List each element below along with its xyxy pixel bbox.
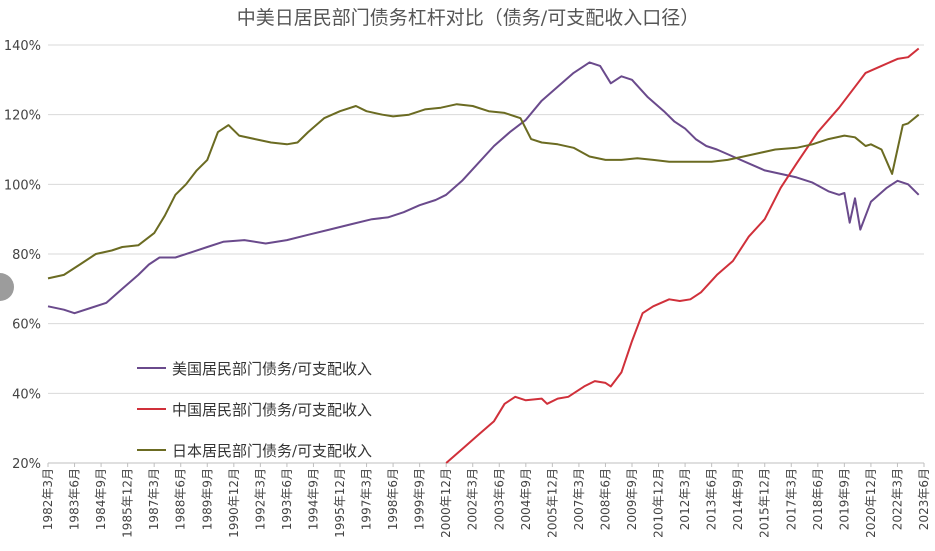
x-tick-label: 2005年12月 [545,468,559,538]
x-tick-label: 1983年6月 [68,468,82,530]
y-tick-label: 20% [12,457,41,472]
x-tick-label: 2019年9月 [837,468,851,530]
x-tick-label: 1985年12月 [121,468,135,538]
x-tick-label: 2007年3月 [572,468,586,530]
x-tick-label: 1987年3月 [147,468,161,530]
y-tick-label: 60% [12,318,41,333]
x-tick-label: 2009年9月 [625,468,639,530]
legend-label-1: 美国居民部门债务/可支配收入 [172,360,372,378]
x-tick-label: 2014年9月 [731,468,745,530]
x-tick-label: 2002年3月 [466,468,480,530]
legend-label-3: 日本居民部门债务/可支配收入 [172,442,372,460]
x-tick-label: 2012年3月 [678,468,692,530]
x-tick-label: 2008年6月 [598,468,612,530]
x-tick-label: 2013年6月 [705,468,719,530]
series-lines [47,47,920,464]
y-tick-labels: 20% 40% 60% 80% 100% 120% 140% [4,39,41,472]
x-tick-label: 1982年3月 [41,468,55,530]
y-tick-label: 80% [12,248,41,263]
chart-title: 中美日居民部门债务杠杆对比（债务/可支配收入口径） [237,7,699,29]
side-scroll-handle[interactable] [0,273,14,301]
x-tick-label: 2020年12月 [864,468,878,538]
x-tick-label: 2018年6月 [811,468,825,530]
series-line-3 [47,103,920,280]
x-tick-label: 1988年6月 [174,468,188,530]
x-tick-label: 1992年3月 [253,468,267,530]
y-tick-label: 100% [4,178,41,193]
x-tick-label: 1984年9月 [94,468,108,530]
x-tick-label: 2010年12月 [652,468,666,538]
x-tick-label: 2015年12月 [758,468,772,538]
x-tick-label: 1994年9月 [306,468,320,530]
y-tick-label: 40% [12,387,41,402]
series-line-1 [47,61,920,315]
x-tick-label: 1989年9月 [200,468,214,530]
x-tick-label: 1999年9月 [413,468,427,530]
x-tick-label: 1995年12月 [333,468,347,538]
gridlines [48,44,924,464]
y-tick-label: 120% [4,109,41,124]
x-tick-label: 2023年6月 [917,468,931,530]
legend: 美国居民部门债务/可支配收入中国居民部门债务/可支配收入日本居民部门债务/可支配… [137,360,372,460]
x-tick-label: 2022年3月 [890,468,904,530]
x-tick-label: 2004年9月 [519,468,533,530]
x-tick-label: 2003年6月 [492,468,506,530]
x-tick-labels: 1982年3月 1983年6月 1984年9月 1985年12月 1987年3月 1988… [41,463,931,538]
x-tick-label: 1993年6月 [280,468,294,530]
x-tick-label: 2000年12月 [439,468,453,538]
legend-label-2: 中国居民部门债务/可支配收入 [172,401,372,419]
x-tick-label: 2017年3月 [784,468,798,530]
x-tick-label: 1998年6月 [386,468,400,530]
x-tick-label: 1990年12月 [227,468,241,538]
x-tick-label: 1997年3月 [360,468,374,530]
series-line-2 [445,47,920,464]
y-tick-label: 140% [4,39,41,54]
